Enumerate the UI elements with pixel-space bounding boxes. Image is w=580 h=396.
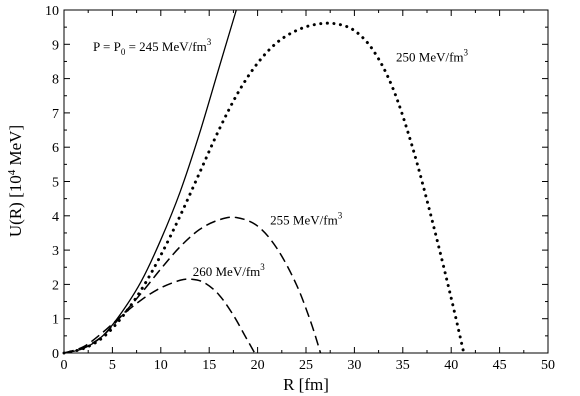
annotation-part: 250 MeV/fm — [396, 49, 464, 64]
annotation-part: 0 — [121, 47, 126, 57]
y-tick-label: 1 — [52, 313, 59, 328]
series-line-1 — [63, 9, 237, 354]
x-tick-label: 20 — [251, 358, 265, 373]
annotation-part: 255 MeV/fm — [270, 212, 338, 227]
annotation-part: 3 — [207, 37, 212, 47]
x-tick-label: 30 — [347, 358, 361, 373]
y-tick-label: 6 — [52, 141, 59, 156]
y-tick-label: 9 — [52, 38, 59, 53]
y-tick-label: 4 — [52, 210, 59, 225]
x-tick-label: 40 — [444, 358, 458, 373]
y-axis-label-prefix: U(R) [10 — [6, 175, 25, 237]
series-line-3 — [63, 216, 322, 354]
x-tick-label: 35 — [396, 358, 410, 373]
series-line-2 — [62, 21, 466, 355]
plot-frame — [63, 9, 549, 354]
y-tick-label: 2 — [52, 278, 59, 293]
x-tick-label: 50 — [541, 358, 555, 373]
x-tick-label: 25 — [299, 358, 313, 373]
y-tick-label: 8 — [52, 73, 59, 88]
x-tick-label: 45 — [493, 358, 507, 373]
annotation-part: 260 MeV/fm — [193, 264, 261, 279]
y-tick-label: 7 — [52, 107, 59, 122]
y-tick-label: 0 — [52, 347, 59, 362]
annotation-2: 250 MeV/fm3 — [396, 47, 469, 64]
x-tick-label: 5 — [109, 358, 116, 373]
annotation-1: P = P0 = 245 MeV/fm3 — [93, 37, 212, 57]
annotation-part: 3 — [260, 262, 265, 272]
x-tick-label: 15 — [202, 358, 216, 373]
x-tick-label: 10 — [154, 358, 168, 373]
x-tick-label: 0 — [61, 358, 68, 373]
series-line-4 — [63, 278, 256, 354]
y-tick-label: 10 — [45, 4, 59, 19]
annotation-3: 255 MeV/fm3 — [270, 210, 343, 227]
y-axis-label-unit: MeV] — [6, 125, 25, 170]
annotation-4: 260 MeV/fm3 — [193, 262, 266, 279]
annotation-part: 3 — [464, 47, 469, 57]
y-tick-label: 3 — [52, 244, 59, 259]
annotation-part: = 245 MeV/fm — [125, 39, 206, 54]
series-lines — [62, 9, 466, 355]
y-axis-label: U(R) [104 MeV] — [6, 125, 25, 237]
y-tick-label: 5 — [52, 176, 59, 191]
x-axis-label: R [fm] — [283, 375, 329, 394]
annotation-part: 3 — [338, 210, 343, 220]
annotation-part: P = P — [93, 39, 121, 54]
y-axis-label-exponent: 4 — [6, 169, 18, 175]
